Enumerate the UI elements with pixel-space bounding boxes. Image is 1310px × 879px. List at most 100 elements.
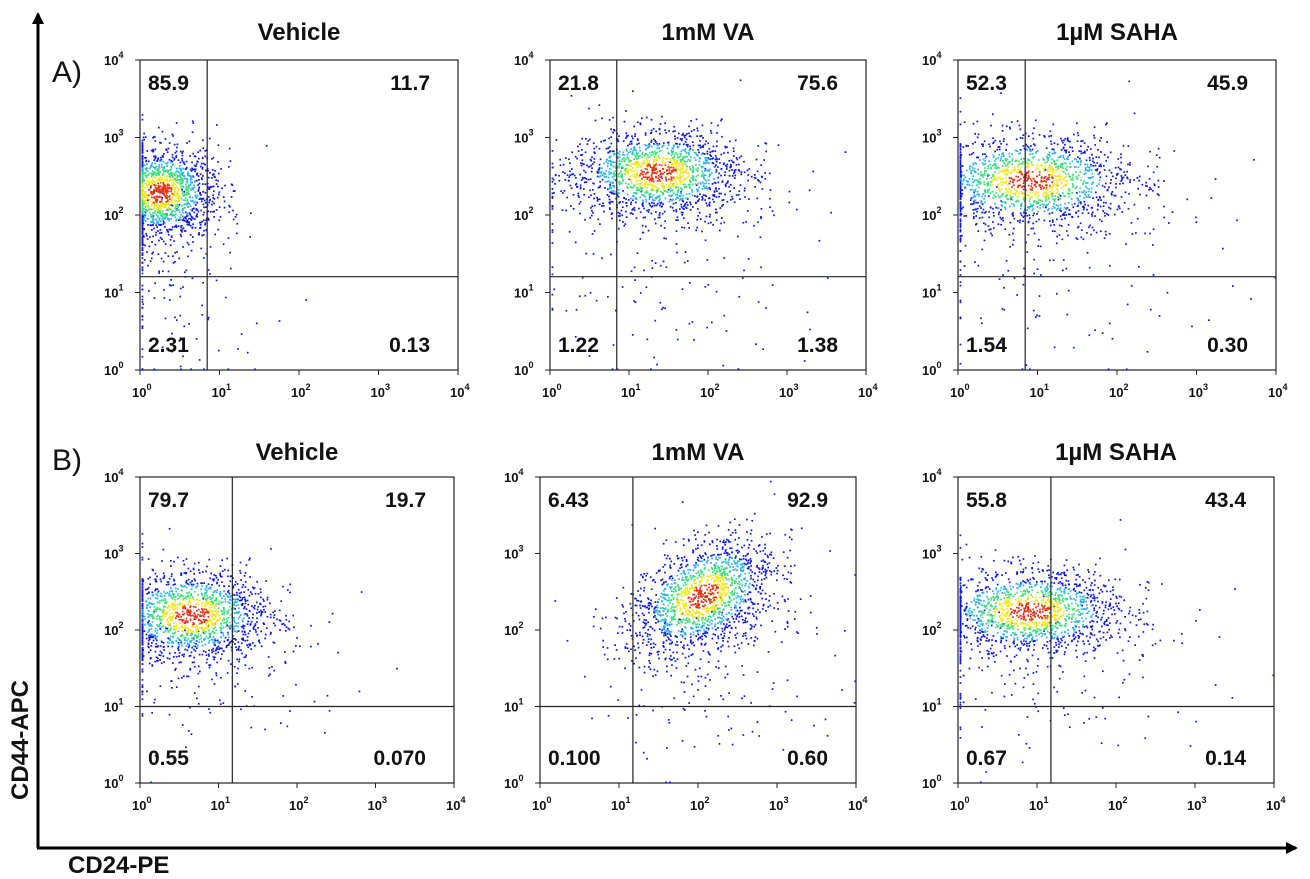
- quadrant-lower-right-value: 0.30: [1207, 334, 1248, 357]
- panel-title: 1µM SAHA: [1055, 439, 1177, 466]
- quadrant-upper-left-value: 79.7: [148, 489, 189, 512]
- y-tick-label: 102: [922, 205, 941, 223]
- y-tick-label: 102: [104, 620, 123, 638]
- y-tick-label: 101: [104, 283, 123, 301]
- panel-title: 1mM VA: [652, 439, 745, 466]
- x-tick-label: 102: [700, 382, 719, 400]
- x-tick-label: 104: [848, 795, 867, 813]
- y-tick-label: 103: [104, 128, 123, 146]
- y-tick-label: 101: [504, 697, 523, 715]
- x-tick-label: 103: [779, 382, 798, 400]
- y-tick-label: 101: [104, 697, 123, 715]
- y-tick-label: 100: [104, 773, 123, 791]
- y-tick-label: 103: [922, 544, 941, 562]
- y-tick-label: 102: [504, 620, 523, 638]
- quadrant-lower-left-value: 0.55: [148, 747, 189, 770]
- quadrant-upper-left-value: 55.8: [966, 489, 1007, 512]
- quadrant-lower-left-value: 0.100: [548, 747, 601, 770]
- x-axis-title: CD24-PE: [68, 852, 169, 879]
- y-tick-label: 103: [922, 128, 941, 146]
- scatter-panel: 1mM VA 6.43 92.9 0.100 0.60 100 100 101 101 102 10…: [504, 439, 867, 813]
- x-tick-label: 101: [1029, 795, 1048, 813]
- quadrant-lower-right-value: 0.60: [787, 747, 828, 770]
- y-tick-label: 104: [514, 50, 533, 68]
- quadrant-lower-right-value: 0.13: [389, 334, 430, 357]
- scatter-panel: Vehicle 79.7 19.7 0.55 0.070 100 100 101 101 102 1…: [104, 439, 465, 813]
- quadrant-upper-right-value: 45.9: [1207, 72, 1248, 95]
- x-tick-label: 104: [858, 382, 877, 400]
- y-tick-label: 103: [504, 544, 523, 562]
- y-tick-label: 104: [104, 50, 123, 68]
- panel-title: Vehicle: [256, 439, 339, 466]
- x-tick-label: 100: [950, 795, 969, 813]
- quadrant-upper-right-value: 19.7: [385, 489, 426, 512]
- x-tick-label: 102: [289, 795, 308, 813]
- y-tick-label: 102: [922, 620, 941, 638]
- x-tick-label: 102: [1108, 795, 1127, 813]
- density-points: [551, 79, 847, 371]
- scatter-panel: 1µM SAHA 52.3 45.9 1.54 0.30 100 100 101 101 102 1…: [922, 19, 1287, 400]
- quadrant-upper-left-value: 85.9: [148, 72, 189, 95]
- row-label: A): [52, 56, 82, 89]
- quadrant-upper-left-value: 21.8: [558, 72, 599, 95]
- x-tick-label: 104: [446, 795, 465, 813]
- y-tick-label: 100: [922, 773, 941, 791]
- x-tick-label: 100: [132, 795, 151, 813]
- quadrant-lower-left-value: 1.22: [558, 334, 599, 357]
- y-tick-label: 101: [922, 283, 941, 301]
- x-tick-label: 100: [542, 382, 561, 400]
- x-tick-label: 103: [368, 795, 387, 813]
- y-tick-label: 104: [504, 467, 523, 485]
- y-tick-label: 104: [922, 50, 941, 68]
- x-tick-label: 104: [1266, 795, 1285, 813]
- x-tick-label: 101: [212, 382, 231, 400]
- plot-frame: [549, 59, 867, 371]
- y-tick-label: 102: [514, 205, 533, 223]
- panel-title: 1µM SAHA: [1056, 19, 1178, 46]
- x-tick-label: 102: [291, 382, 310, 400]
- plot-frame: [957, 59, 1277, 371]
- panel-grid: A) Vehicle 85.9 11.7 2.31 0.13 100 100 101 101 102…: [52, 19, 1287, 813]
- scatter-panel: 1mM VA 21.8 75.6 1.22 1.38 100 100 101 101 102 102…: [514, 19, 877, 400]
- quadrant-lower-left-value: 0.67: [966, 747, 1007, 770]
- y-tick-label: 103: [514, 128, 533, 146]
- x-tick-label: 100: [132, 382, 151, 400]
- quadrant-upper-right-value: 43.4: [1205, 489, 1246, 512]
- density-points: [554, 480, 857, 784]
- scatter-panel: Vehicle 85.9 11.7 2.31 0.13 100 100 101 101 102 10…: [104, 19, 469, 400]
- x-tick-label: 101: [211, 795, 230, 813]
- quadrant-lower-left-value: 2.31: [148, 334, 189, 357]
- x-tick-label: 101: [611, 795, 630, 813]
- x-tick-label: 100: [532, 795, 551, 813]
- x-tick-label: 104: [450, 382, 469, 400]
- quadrant-upper-right-value: 92.9: [787, 489, 828, 512]
- x-tick-label: 103: [371, 382, 390, 400]
- quadrant-lower-right-value: 0.070: [373, 747, 426, 770]
- y-tick-label: 103: [104, 544, 123, 562]
- y-tick-label: 104: [104, 467, 123, 485]
- density-points: [959, 80, 1277, 371]
- quadrant-lower-right-value: 1.38: [797, 334, 838, 357]
- y-tick-label: 101: [922, 697, 941, 715]
- quadrant-upper-left-value: 6.43: [548, 489, 589, 512]
- density-points: [141, 527, 398, 784]
- panel-title: 1mM VA: [662, 19, 755, 46]
- y-tick-label: 104: [922, 467, 941, 485]
- y-tick-label: 102: [104, 205, 123, 223]
- y-axis-title: CD44-APC: [7, 680, 34, 800]
- plot-frame: [139, 476, 455, 784]
- quadrant-lower-right-value: 0.14: [1205, 747, 1246, 770]
- y-tick-label: 100: [504, 773, 523, 791]
- x-tick-label: 100: [950, 382, 969, 400]
- panel-title: Vehicle: [258, 19, 341, 46]
- x-tick-label: 103: [1187, 795, 1206, 813]
- row-label: B): [52, 444, 82, 477]
- x-tick-label: 102: [1109, 382, 1128, 400]
- quadrant-upper-right-value: 11.7: [390, 72, 430, 95]
- x-tick-label: 102: [690, 795, 709, 813]
- x-tick-label: 103: [1189, 382, 1208, 400]
- quadrant-upper-left-value: 52.3: [966, 72, 1007, 95]
- y-tick-label: 100: [104, 360, 123, 378]
- scatter-panel: 1µM SAHA 55.8 43.4 0.67 0.14 100 100 101 101 102 1…: [922, 439, 1285, 813]
